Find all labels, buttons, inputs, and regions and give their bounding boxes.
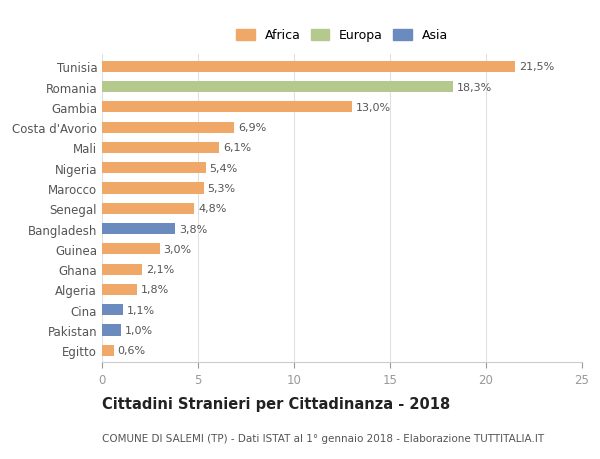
Bar	[102, 264, 142, 275]
Bar	[102, 304, 123, 316]
Legend: Africa, Europa, Asia: Africa, Europa, Asia	[231, 24, 453, 47]
Bar	[102, 163, 206, 174]
Bar	[102, 143, 219, 154]
Bar	[102, 102, 352, 113]
Text: 1,0%: 1,0%	[125, 325, 153, 335]
Text: 18,3%: 18,3%	[457, 83, 493, 92]
Text: 13,0%: 13,0%	[355, 103, 391, 112]
Bar	[102, 123, 235, 134]
Bar	[102, 62, 515, 73]
Bar	[102, 82, 454, 93]
Text: 6,9%: 6,9%	[238, 123, 266, 133]
Text: 3,0%: 3,0%	[163, 244, 191, 254]
Bar	[102, 183, 204, 194]
Text: 3,8%: 3,8%	[179, 224, 207, 234]
Text: 0,6%: 0,6%	[118, 346, 145, 355]
Text: COMUNE DI SALEMI (TP) - Dati ISTAT al 1° gennaio 2018 - Elaborazione TUTTITALIA.: COMUNE DI SALEMI (TP) - Dati ISTAT al 1°…	[102, 433, 544, 442]
Text: 4,8%: 4,8%	[198, 204, 226, 214]
Bar	[102, 224, 175, 235]
Text: 2,1%: 2,1%	[146, 264, 175, 274]
Bar	[102, 345, 113, 356]
Bar	[102, 244, 160, 255]
Bar	[102, 203, 194, 214]
Text: 1,8%: 1,8%	[140, 285, 169, 295]
Text: 21,5%: 21,5%	[518, 62, 554, 72]
Text: Cittadini Stranieri per Cittadinanza - 2018: Cittadini Stranieri per Cittadinanza - 2…	[102, 397, 450, 412]
Text: 5,3%: 5,3%	[208, 184, 236, 194]
Bar	[102, 325, 121, 336]
Text: 1,1%: 1,1%	[127, 305, 155, 315]
Text: 6,1%: 6,1%	[223, 143, 251, 153]
Bar	[102, 284, 137, 295]
Text: 5,4%: 5,4%	[209, 163, 238, 174]
